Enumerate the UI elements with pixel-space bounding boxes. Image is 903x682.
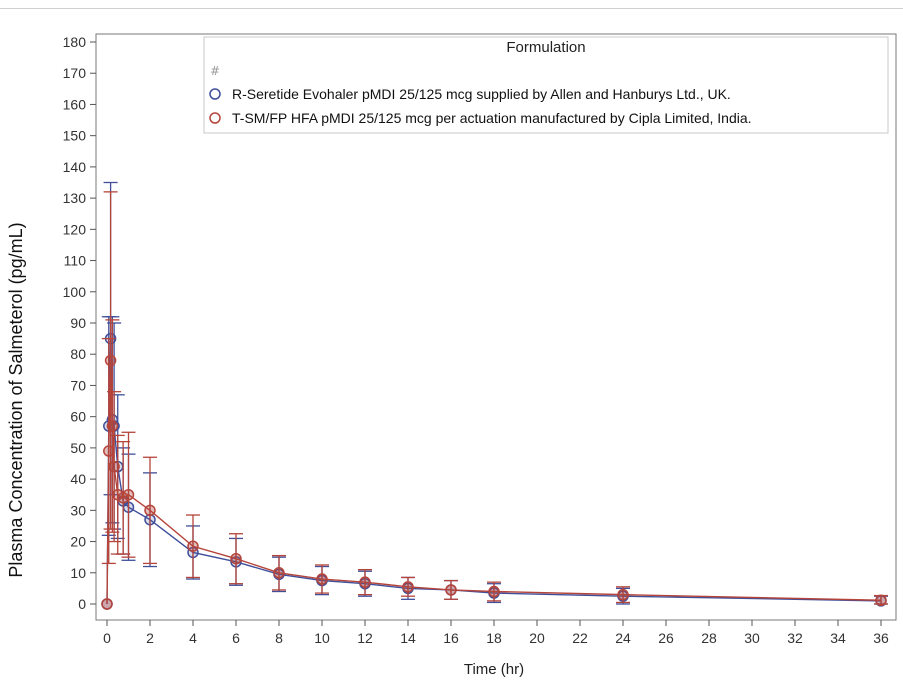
x-tick-label: 8 <box>275 630 283 646</box>
x-tick-label: 16 <box>443 630 459 646</box>
x-tick-label: 32 <box>787 630 803 646</box>
series-1 <box>101 191 888 610</box>
y-axis-ticks: 0 10 20 30 40 50 60 70 80 90 100 110 120 130 140 150 160… <box>63 34 96 612</box>
error-bar <box>101 337 116 565</box>
data-point <box>488 585 500 598</box>
legend: Formulation # R-Seretide Evohaler pMDI 2… <box>203 36 889 134</box>
plot-frame <box>95 33 897 621</box>
error-bar <box>103 191 118 530</box>
legend-hash-marker: # <box>210 64 220 78</box>
y-tick-label: 150 <box>63 128 87 144</box>
x-tick-label: 18 <box>486 630 502 646</box>
legend-marker-reference <box>209 88 221 100</box>
error-bar <box>358 569 372 596</box>
x-axis-ticks: 0 2 4 6 8 10 12 14 16 18 20 22 24 26 28 30 32 34 36 <box>103 620 889 646</box>
y-tick-label: 0 <box>78 596 86 612</box>
data-point <box>106 420 119 432</box>
error-bar <box>186 514 200 579</box>
x-tick-label: 22 <box>572 630 588 646</box>
legend-label-reference: R-Seretide Evohaler pMDI 25/125 mcg supp… <box>232 86 731 102</box>
y-tick-label: 50 <box>70 440 86 456</box>
y-tick-label: 120 <box>63 221 87 237</box>
x-tick-label: 26 <box>658 630 674 646</box>
data-point <box>316 573 328 585</box>
x-axis-label: Time (hr) <box>464 661 524 678</box>
y-tick-label: 110 <box>64 253 87 269</box>
y-tick-label: 100 <box>63 284 87 300</box>
x-tick-label: 12 <box>357 630 373 646</box>
y-tick-label: 20 <box>70 534 86 550</box>
series-line <box>106 338 882 605</box>
x-tick-label: 34 <box>830 630 846 646</box>
data-point <box>187 540 199 552</box>
data-point <box>230 552 242 565</box>
data-point <box>359 576 371 588</box>
y-tick-label: 10 <box>70 565 86 581</box>
error-bar <box>487 581 501 602</box>
y-tick-label: 40 <box>70 471 86 487</box>
data-point <box>273 567 285 579</box>
y-tick-label: 90 <box>70 315 86 331</box>
x-tick-label: 24 <box>615 630 631 646</box>
y-tick-label: 30 <box>70 502 86 518</box>
data-point <box>101 598 113 610</box>
x-tick-label: 4 <box>189 630 197 646</box>
series-0 <box>101 181 888 610</box>
legend-label-test: T-SM/FP HFA pMDI 25/125 mcg per actuatio… <box>232 110 752 126</box>
axes <box>95 33 897 621</box>
error-bar <box>229 533 243 585</box>
data-point <box>402 581 414 593</box>
data-point <box>122 488 135 501</box>
error-bar <box>315 564 329 594</box>
legend-title: Formulation <box>506 39 585 56</box>
y-tick-label: 130 <box>63 190 87 206</box>
data-point <box>144 504 156 517</box>
error-bar <box>121 431 136 558</box>
y-tick-label: 60 <box>70 409 86 425</box>
error-bar <box>444 579 458 600</box>
error-bar <box>143 456 157 565</box>
data-point <box>875 594 887 607</box>
x-tick-label: 28 <box>701 630 717 646</box>
x-tick-label: 0 <box>103 630 111 646</box>
y-tick-label: 180 <box>63 34 87 50</box>
series-line <box>106 360 882 605</box>
y-tick-label: 170 <box>63 65 87 81</box>
top-divider <box>0 8 903 9</box>
error-bar <box>116 440 131 555</box>
y-tick-label: 160 <box>63 96 87 112</box>
x-tick-label: 10 <box>314 630 330 646</box>
series-layer <box>101 181 888 610</box>
x-tick-label: 6 <box>232 630 240 646</box>
data-point <box>617 588 629 601</box>
x-tick-label: 2 <box>146 630 154 646</box>
legend-box <box>203 36 889 134</box>
data-point <box>108 460 120 473</box>
error-bar <box>272 554 286 591</box>
x-tick-label: 14 <box>400 630 416 646</box>
y-tick-label: 140 <box>63 159 87 175</box>
error-bar <box>107 391 122 543</box>
y-axis-label: Plasma Concentration of Salmeterol (pg/m… <box>6 222 26 577</box>
x-tick-label: 30 <box>744 630 760 646</box>
x-tick-label: 36 <box>873 630 889 646</box>
x-tick-label: 20 <box>529 630 545 646</box>
y-tick-label: 80 <box>70 346 86 362</box>
error-bar <box>401 576 415 597</box>
y-tick-label: 70 <box>70 377 86 393</box>
data-point <box>445 584 457 596</box>
legend-marker-test <box>209 112 221 124</box>
data-point <box>104 354 117 367</box>
error-bar <box>105 319 120 533</box>
